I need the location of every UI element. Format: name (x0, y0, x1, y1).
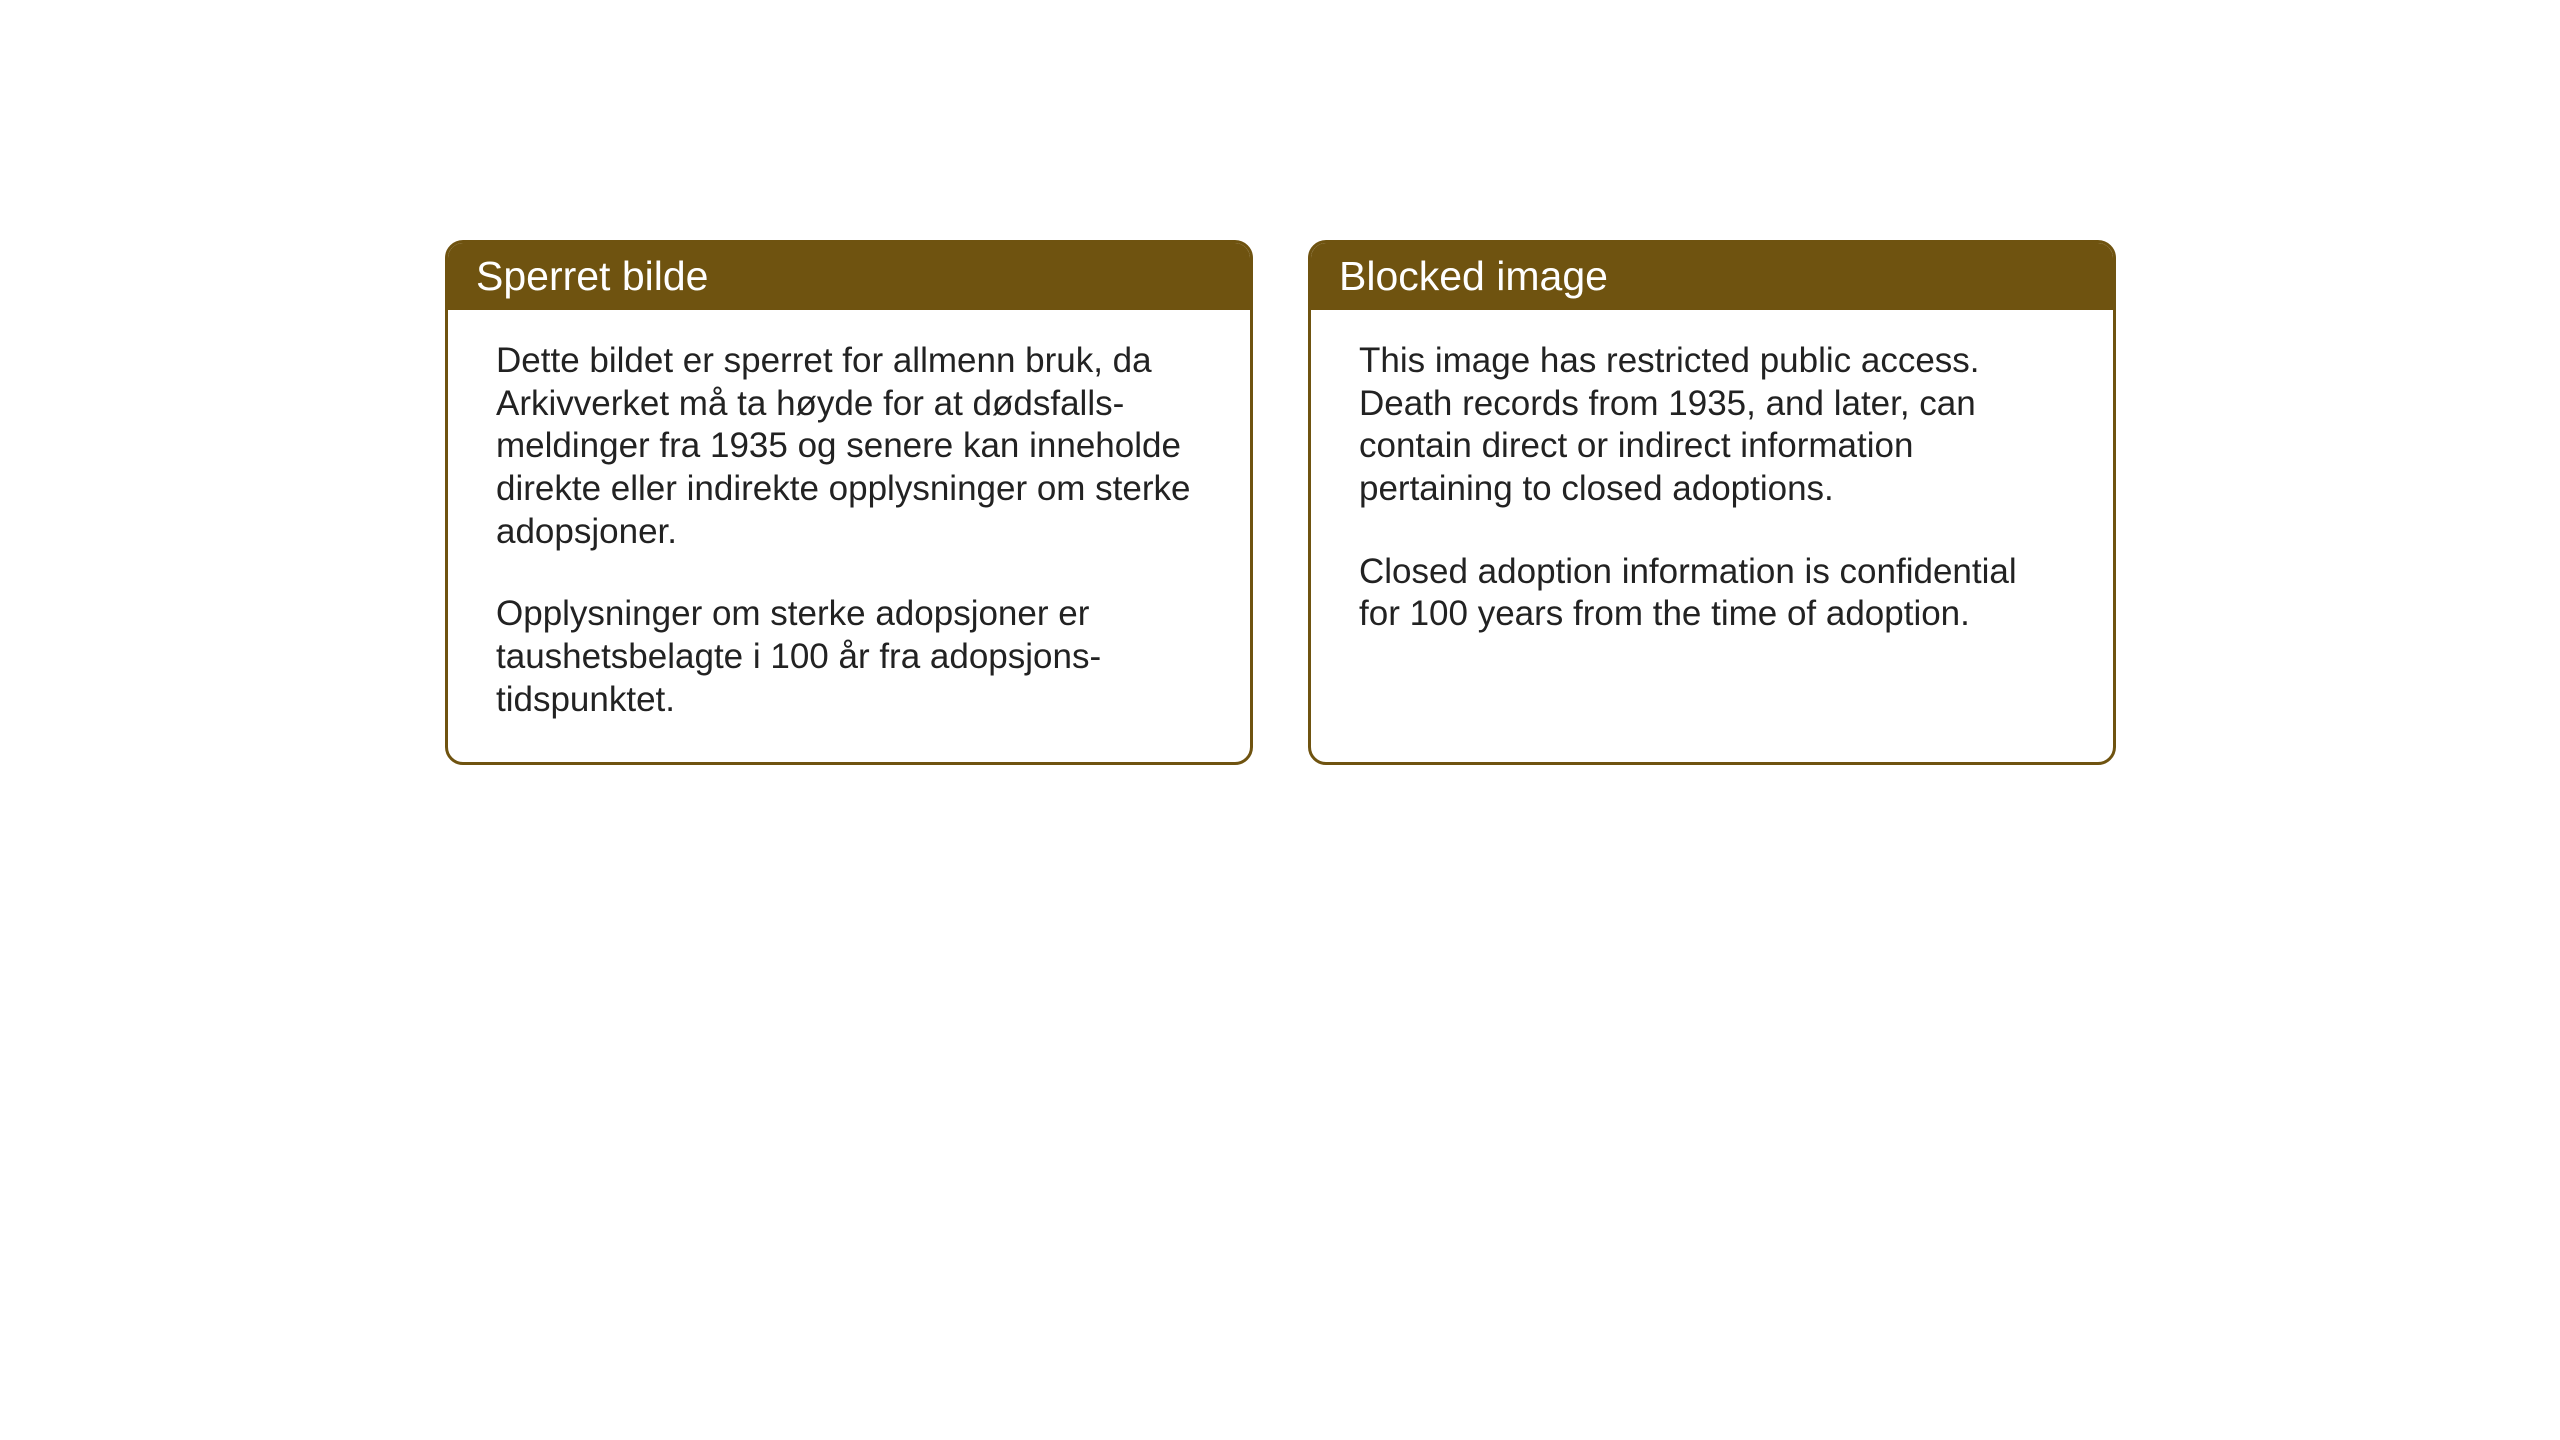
info-card-english: Blocked image This image has restricted … (1308, 240, 2116, 765)
card-body-norwegian: Dette bildet er sperret for allmenn bruk… (448, 310, 1250, 762)
card-paragraph-2-norwegian: Opplysninger om sterke adopsjoner er tau… (496, 593, 1202, 721)
card-paragraph-1-english: This image has restricted public access.… (1359, 340, 2065, 511)
card-paragraph-1-norwegian: Dette bildet er sperret for allmenn bruk… (496, 340, 1202, 553)
info-card-norwegian: Sperret bilde Dette bildet er sperret fo… (445, 240, 1253, 765)
card-header-norwegian: Sperret bilde (448, 243, 1250, 310)
card-header-english: Blocked image (1311, 243, 2113, 310)
card-paragraph-2-english: Closed adoption information is confident… (1359, 551, 2065, 636)
card-body-english: This image has restricted public access.… (1311, 310, 2113, 740)
card-title-norwegian: Sperret bilde (476, 253, 708, 299)
cards-container: Sperret bilde Dette bildet er sperret fo… (445, 240, 2116, 765)
card-title-english: Blocked image (1339, 253, 1608, 299)
